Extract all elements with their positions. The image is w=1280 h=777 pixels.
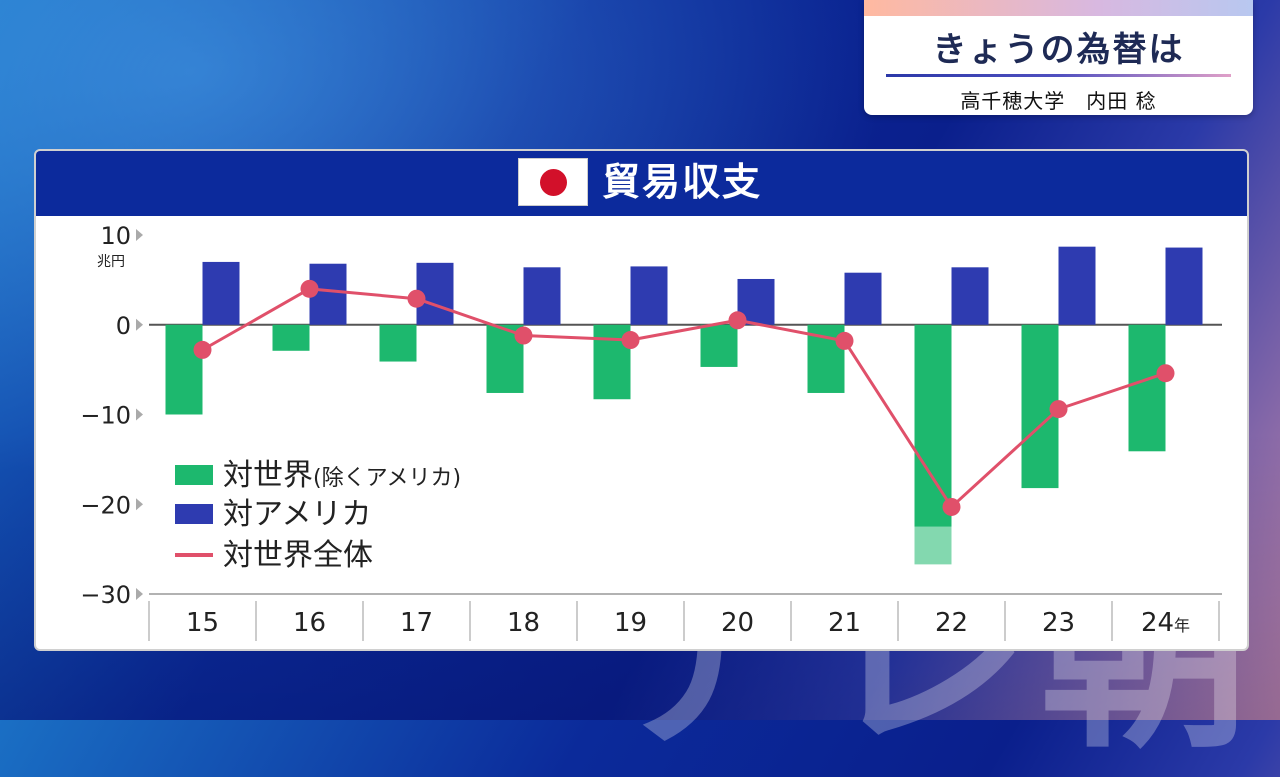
bar-world-ex-us — [272, 324, 310, 351]
program-caption: きょうの為替は 高千穂大学 内田 稔 — [864, 0, 1253, 115]
line-point-world-total — [193, 340, 212, 359]
line-world-total — [201, 287, 1166, 509]
line-point-world-total — [621, 331, 640, 350]
chart-header: 貿易収支 — [36, 151, 1247, 216]
x-tick-label: 21 — [828, 608, 861, 638]
bar-world-ex-us-overflow — [914, 526, 952, 565]
bar-us — [523, 267, 561, 325]
caption-title: きょうの為替は — [932, 30, 1185, 70]
line-point-world-total — [514, 326, 533, 345]
bar-world-ex-us — [165, 324, 203, 415]
caption-divider — [886, 74, 1231, 77]
y-tick-label: 0 — [116, 312, 131, 340]
legend-label-parenthetical: (除くアメリカ) — [313, 466, 461, 491]
line-point-world-total — [300, 279, 319, 298]
bar-us — [951, 267, 989, 325]
line-point-world-total — [1156, 364, 1175, 383]
y-tick-marker — [136, 408, 143, 421]
trade-balance-chart: 10 0 −10 −20 −30 兆円 15 16 17 18 19 20 21 22 23 24年 対世界(除… — [80, 222, 1222, 641]
x-tick-label: 15 — [186, 608, 219, 638]
flag-red-disc — [540, 169, 567, 196]
caption-accent-bar — [864, 0, 1253, 16]
legend-swatch-world-ex-us — [175, 465, 213, 485]
x-tick-label: 17 — [400, 608, 433, 638]
y-tick-marker — [136, 229, 143, 241]
japan-flag-icon — [518, 158, 588, 206]
line-point-world-total — [1049, 400, 1068, 419]
y-tick-marker — [136, 498, 143, 511]
bar-world-ex-us — [914, 324, 952, 527]
legend-label-world-ex-us: 対世界(除くアメリカ) — [223, 458, 461, 493]
y-tick-label: −10 — [80, 402, 131, 430]
x-tick-label: 23 — [1042, 608, 1075, 638]
bar-us — [1058, 246, 1096, 325]
y-tick-marker — [136, 588, 143, 600]
line-point-world-total — [835, 331, 854, 350]
bar-us — [1165, 247, 1203, 325]
line-point-world-total — [942, 497, 961, 516]
y-tick-label: −20 — [80, 491, 131, 519]
bar-us — [202, 261, 240, 325]
caption-subtitle: 高千穂大学 内田 稔 — [960, 89, 1157, 113]
y-tick-marker — [136, 318, 143, 331]
y-tick-label: −30 — [80, 581, 131, 609]
chart-panel: 貿易収支 10 0 −10 −20 −30 兆円 15 16 17 18 19 20 21 22 23 24年… — [34, 149, 1249, 651]
chart-title: 貿易収支 — [602, 160, 763, 204]
line-point-world-total — [407, 289, 426, 308]
legend-swatch-us — [175, 504, 213, 524]
x-tick-label: 22 — [935, 608, 968, 638]
bar-us — [630, 266, 668, 325]
x-tick-label: 20 — [721, 608, 754, 638]
legend-label-us: 対アメリカ — [223, 497, 372, 532]
bar-world-ex-us — [1128, 324, 1166, 452]
line-point-world-total — [728, 311, 747, 330]
x-tick-label: 19 — [614, 608, 647, 638]
x-tick-label: 24年 — [1141, 608, 1190, 638]
bar-world-ex-us — [700, 324, 738, 367]
legend-label-world-total: 対世界全体 — [223, 538, 373, 573]
y-tick-label: 10 — [100, 222, 131, 250]
x-tick-label: 16 — [293, 608, 326, 638]
bar-world-ex-us — [379, 324, 417, 362]
x-axis-unit-label: 年 — [1174, 616, 1190, 635]
bar-us — [844, 272, 882, 325]
x-tick-label: 18 — [507, 608, 540, 638]
y-unit-label: 兆円 — [97, 254, 125, 270]
